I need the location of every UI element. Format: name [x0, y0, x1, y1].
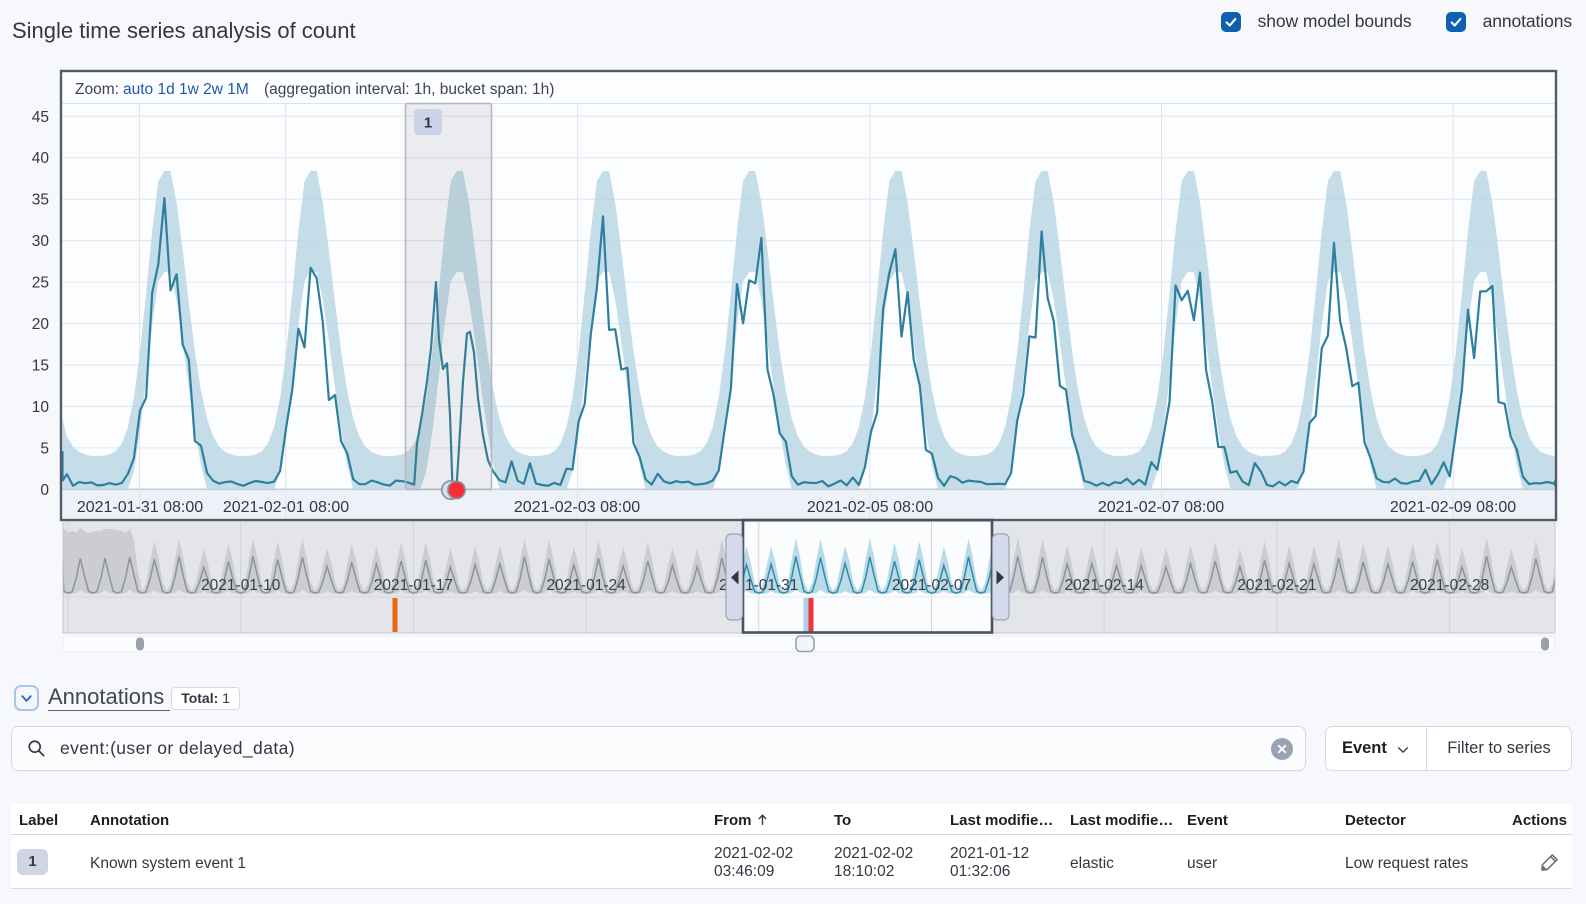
svg-text:10: 10	[32, 399, 50, 416]
svg-text:2021-02-01 08:00: 2021-02-01 08:00	[223, 499, 349, 516]
svg-text:2021-02-07 08:00: 2021-02-07 08:00	[1098, 499, 1224, 516]
svg-text:2021-01-31 08:00: 2021-01-31 08:00	[77, 499, 203, 516]
svg-text:2021-02-05 08:00: 2021-02-05 08:00	[807, 499, 933, 516]
svg-text:35: 35	[32, 192, 49, 209]
svg-text:2021-02-09 08:00: 2021-02-09 08:00	[1390, 499, 1516, 516]
svg-text:40: 40	[32, 150, 50, 167]
svg-text:20: 20	[32, 316, 50, 333]
svg-text:2021-01-10: 2021-01-10	[201, 577, 281, 594]
svg-text:2021-02-21: 2021-02-21	[1237, 577, 1316, 594]
svg-text:25: 25	[32, 275, 49, 292]
svg-text:2021-01-17: 2021-01-17	[374, 577, 453, 594]
svg-text:1: 1	[424, 115, 432, 132]
svg-text:auto 1d 1w 2w 1M: auto 1d 1w 2w 1M	[123, 81, 249, 98]
svg-text:30: 30	[32, 233, 50, 250]
svg-text:2021-02-28: 2021-02-28	[1410, 577, 1489, 594]
svg-text:45: 45	[32, 109, 49, 126]
svg-text:2021-02-07: 2021-02-07	[892, 577, 971, 594]
svg-text:2021-01-24: 2021-01-24	[546, 577, 626, 594]
svg-text:5: 5	[40, 440, 49, 457]
svg-text:2021-02-14: 2021-02-14	[1065, 577, 1145, 594]
svg-text:Zoom:: Zoom:	[75, 81, 119, 98]
svg-text:15: 15	[32, 357, 49, 374]
svg-text:2021-02-03 08:00: 2021-02-03 08:00	[514, 499, 640, 516]
svg-text:0: 0	[40, 482, 49, 499]
svg-text:(aggregation interval: 1h, buc: (aggregation interval: 1h, bucket span: …	[264, 81, 554, 98]
